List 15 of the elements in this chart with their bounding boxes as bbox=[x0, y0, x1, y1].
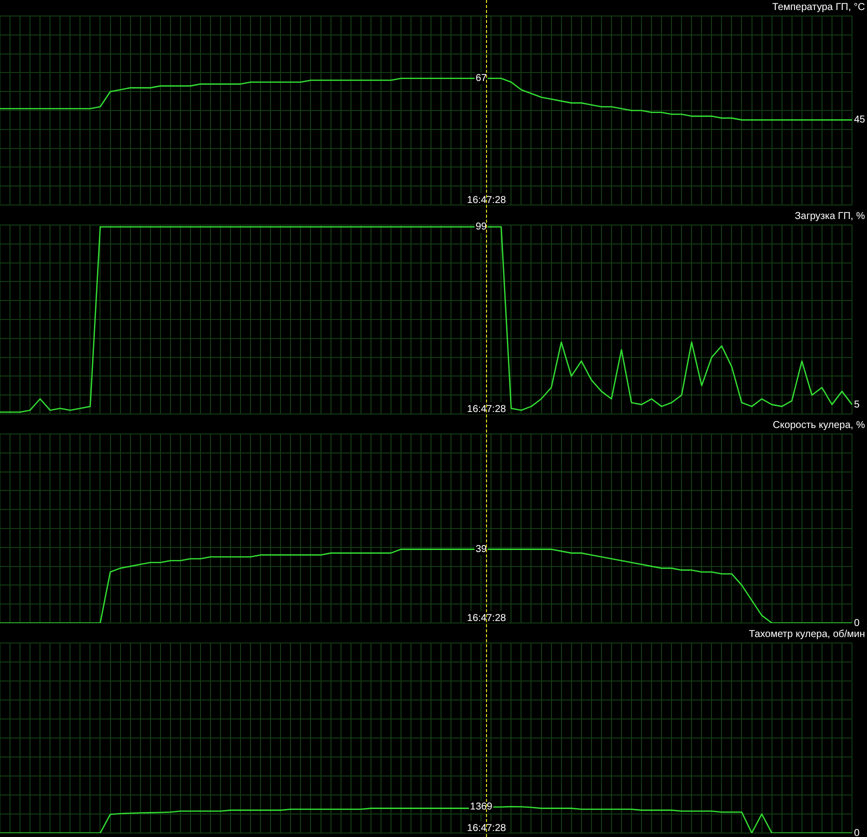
chart-title: Температура ГП, °C bbox=[772, 2, 865, 13]
annotation: 16:47:28 bbox=[467, 194, 506, 206]
chart-title: Тахометр кулера, об/мин bbox=[748, 628, 865, 640]
data-label: 5 bbox=[854, 399, 860, 410]
data-label: 0 bbox=[854, 828, 860, 837]
data-label: 39 bbox=[476, 544, 488, 556]
data-label: 45 bbox=[854, 114, 866, 126]
chart-title: Скорость кулера, % bbox=[772, 420, 866, 431]
data-label: 0 bbox=[854, 618, 860, 629]
annotation: 16:47:28 bbox=[467, 822, 506, 834]
chart-title: Загрузка ГП, % bbox=[794, 210, 866, 222]
annotation: 16:47:28 bbox=[467, 404, 506, 415]
data-label: 67 bbox=[476, 73, 488, 84]
data-label: 99 bbox=[476, 222, 488, 233]
annotation: 16:47:28 bbox=[467, 612, 506, 624]
